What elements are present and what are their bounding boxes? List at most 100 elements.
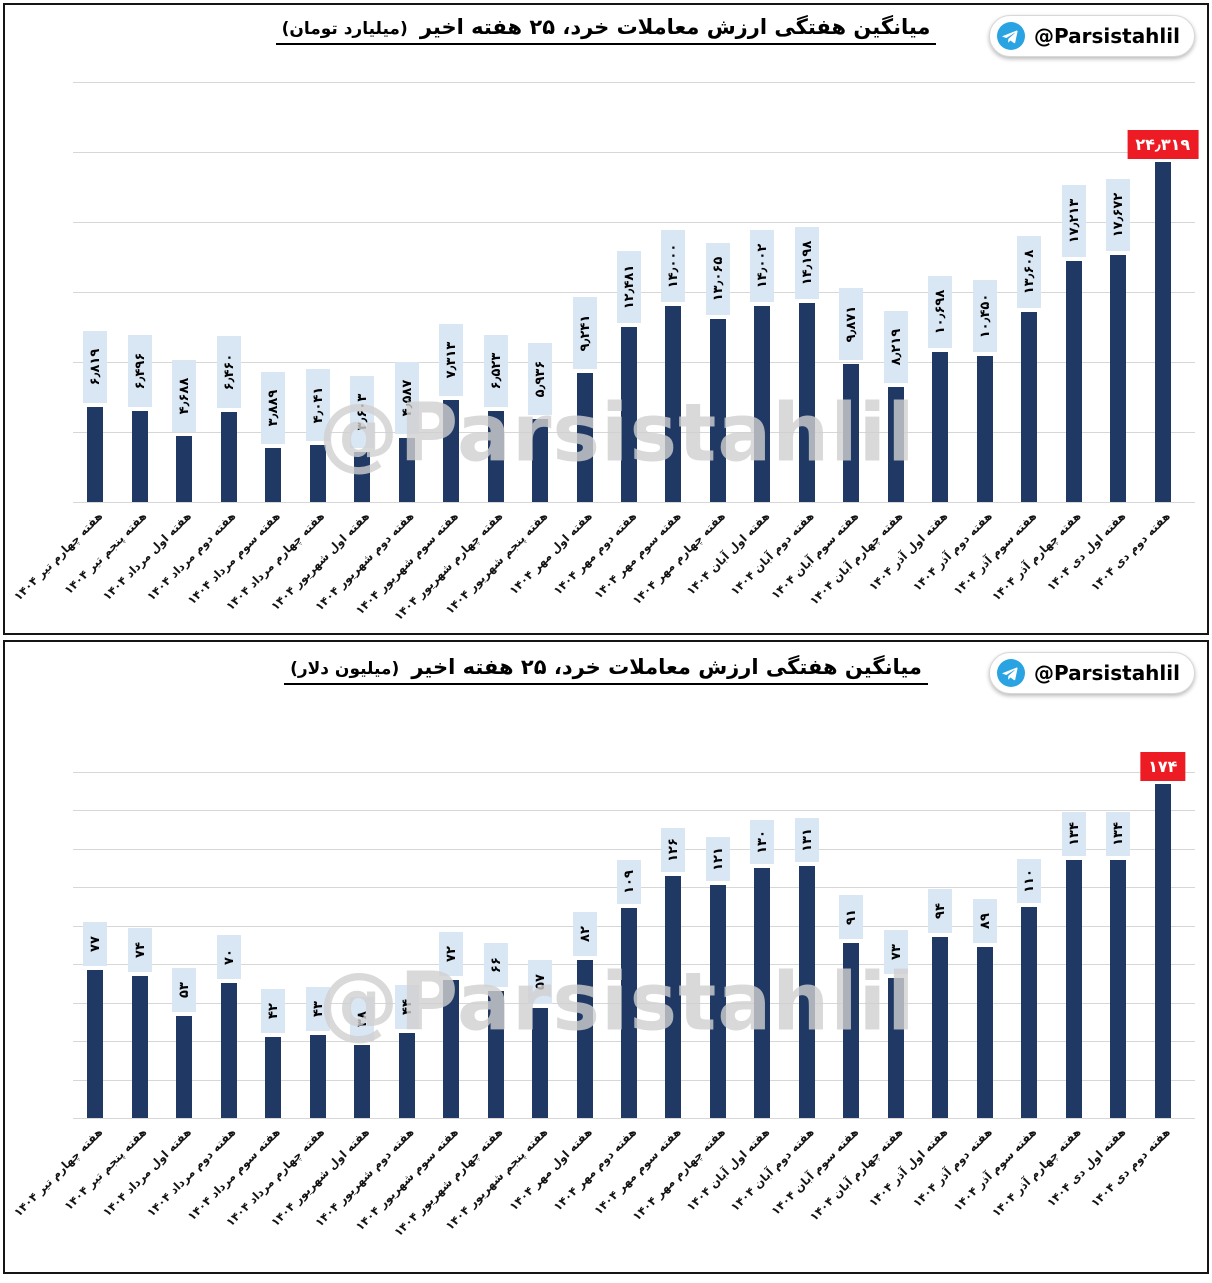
telegram-badge: @Parsistahlil xyxy=(988,15,1195,57)
bar-column: ۷۲ هفته سوم شهریور ۱۴۰۴ xyxy=(353,772,473,1233)
bar xyxy=(398,437,415,502)
bar xyxy=(176,436,193,502)
chart-title-text: میانگین هفتگی ارزش معاملات خرد، ۲۵ هفته … xyxy=(419,15,931,39)
bar xyxy=(220,411,237,502)
x-axis-label: هفته پنجم تیر ۱۴۰۴ xyxy=(61,509,150,598)
bar-column: ۱۲۶ هفته سوم مهر ۱۴۰۴ xyxy=(591,772,695,1218)
value-label: ۴٫۶۸۸ xyxy=(172,360,197,433)
x-axis-label: هفته اول آبان ۱۴۰۴ xyxy=(683,1125,773,1214)
x-axis-label: هفته پنجم تیر ۱۴۰۴ xyxy=(61,1125,150,1214)
telegram-badge: @Parsistahlil xyxy=(988,652,1195,694)
bar-column: ۷۷ هفته چهارم تیر ۱۴۰۴ xyxy=(11,772,117,1219)
bar-column: ۶۶ هفته چهارم شهریور ۱۴۰۴ xyxy=(391,772,517,1239)
gridline xyxy=(73,848,1195,850)
value-label: ۶٫۴۹۶ xyxy=(127,335,152,408)
bar xyxy=(576,960,593,1118)
x-axis-label: هفته سوم آذر ۱۴۰۴ xyxy=(950,1125,1040,1214)
bar-column: ۶٫۵۲۳ هفته چهارم شهریور ۱۴۰۴ xyxy=(391,82,517,623)
bar-column: ۸٫۲۱۹ هفته چهارم آبان ۱۴۰۴ xyxy=(807,82,918,608)
bar xyxy=(665,875,682,1118)
value-label: ۱۷٫۲۱۳ xyxy=(1061,185,1086,258)
bar xyxy=(131,975,148,1118)
bar xyxy=(1021,906,1038,1118)
chart-title: میانگین هفتگی ارزش معاملات خرد، ۲۵ هفته … xyxy=(5,655,1207,685)
value-label: ۷٫۳۱۳ xyxy=(439,323,464,396)
value-label: ۵۳ xyxy=(172,968,197,1013)
bar xyxy=(754,868,771,1118)
value-label: ۶٫۵۲۳ xyxy=(483,334,508,407)
gridline xyxy=(73,772,1195,773)
bar-column: ۱۳۰ هفته اول آبان ۱۴۰۴ xyxy=(684,772,784,1214)
chart-title: میانگین هفتگی ارزش معاملات خرد، ۲۵ هفته … xyxy=(5,15,1207,45)
bar-column: ۱۴٫۰۰۲ هفته اول آبان ۱۴۰۴ xyxy=(684,82,784,598)
bar-column: ۴۲ هفته سوم مرداد ۱۴۰۴ xyxy=(185,772,295,1223)
x-axis-label: هفته اول دی ۱۴۰۴ xyxy=(1043,1125,1129,1210)
value-label: ۸۹ xyxy=(972,898,997,943)
bar-column: ۹۴ هفته اول آذر ۱۴۰۴ xyxy=(866,772,962,1210)
bar xyxy=(176,1016,193,1118)
value-label: ۱۰٫۴۵۰ xyxy=(972,279,997,352)
bar xyxy=(1110,254,1127,502)
value-label: ۳٫۶۰۳ xyxy=(350,375,375,448)
bar-column: ۴٫۶۸۸ هفته اول مرداد ۱۴۰۴ xyxy=(100,82,206,603)
value-label: ۷۰ xyxy=(216,935,241,980)
bar-column: ۷۳ هفته چهارم آبان ۱۴۰۴ xyxy=(807,772,918,1224)
x-axis-label: هفته دوم آبان ۱۴۰۴ xyxy=(727,1125,817,1215)
value-label: ۶۶ xyxy=(483,943,508,988)
bar xyxy=(843,943,860,1118)
x-axis-label: هفته سوم مهر ۱۴۰۴ xyxy=(590,1125,684,1218)
x-axis-label: هفته اول آذر ۱۴۰۴ xyxy=(865,509,951,594)
telegram-handle: @Parsistahlil xyxy=(1033,24,1180,48)
bar-column: ۱۲٫۴۸۱ هفته دوم مهر ۱۴۰۴ xyxy=(550,82,651,598)
x-axis-label: هفته دوم آذر ۱۴۰۴ xyxy=(909,1125,995,1210)
x-axis-label: هفته سوم آذر ۱۴۰۴ xyxy=(950,509,1040,598)
bar-column: ۴۴ هفته دوم شهریور ۱۴۰۴ xyxy=(312,772,428,1229)
bar-column: ۱۴٫۰۰۰ هفته سوم مهر ۱۴۰۴ xyxy=(591,82,695,602)
value-label: ۱۰٫۶۹۸ xyxy=(928,276,953,349)
value-label: ۹۴ xyxy=(928,889,953,934)
x-axis-label: هفته اول آذر ۱۴۰۴ xyxy=(865,1125,951,1210)
bar xyxy=(798,866,815,1118)
bar xyxy=(87,970,104,1118)
bar xyxy=(887,386,904,502)
bar xyxy=(1065,261,1082,502)
value-label: ۳۸ xyxy=(350,996,375,1041)
x-axis-label: هفته دوم آبان ۱۴۰۴ xyxy=(727,509,817,599)
bar-column: ۱۳۱ هفته دوم آبان ۱۴۰۴ xyxy=(728,772,829,1214)
chart-title-unit: (میلیارد تومان) xyxy=(281,19,408,39)
bar-column: ۵۳ هفته اول مرداد ۱۴۰۴ xyxy=(100,772,206,1219)
bar xyxy=(398,1033,415,1118)
value-label: ۱۷٫۶۷۲ xyxy=(1106,178,1131,251)
value-label: ۱۴٫۰۰۰ xyxy=(661,230,686,302)
bar-column: ۱۱۰ هفته سوم آذر ۱۴۰۴ xyxy=(951,772,1051,1214)
bar xyxy=(309,445,326,502)
bar xyxy=(798,303,815,502)
bar xyxy=(1154,783,1171,1118)
bar xyxy=(87,406,104,502)
bar-column: ۱۳۴ هفته چهارم آذر ۱۴۰۴ xyxy=(989,772,1096,1220)
bar xyxy=(887,977,904,1118)
value-label: ۹٫۲۴۱ xyxy=(572,296,597,369)
value-label: ۱۳۱ xyxy=(794,818,819,863)
bar xyxy=(620,327,637,502)
bar xyxy=(532,418,549,502)
bar-column: ۶٫۸۱۹ هفته چهارم تیر ۱۴۰۴ xyxy=(11,82,117,603)
value-label: ۱۲٫۴۸۱ xyxy=(616,251,641,324)
bar xyxy=(265,1037,282,1118)
bar-column: ۷۴ هفته پنجم تیر ۱۴۰۴ xyxy=(62,772,161,1213)
x-axis-label: هفته دوم دی ۱۴۰۴ xyxy=(1087,509,1173,594)
bar-column: ۶٫۴۹۶ هفته پنجم تیر ۱۴۰۴ xyxy=(62,82,161,597)
bar xyxy=(709,319,726,502)
value-label: ۱۳٫۰۶۵ xyxy=(705,243,730,316)
bar-column: ۱۷۴ هفته دوم دی ۱۴۰۴ xyxy=(1088,751,1186,1210)
value-label: ۵۷ xyxy=(528,960,553,1005)
x-axis-label: هفته سوم مهر ۱۴۰۴ xyxy=(590,509,684,602)
bar-column: ۱۳۴ هفته اول دی ۱۴۰۴ xyxy=(1044,772,1140,1210)
bar xyxy=(1154,161,1171,502)
chart-title-unit: (میلیون دلار) xyxy=(290,659,400,679)
bar-column: ۴٫۰۴۱ هفته چهارم مرداد ۱۴۰۴ xyxy=(223,82,339,613)
bar xyxy=(1110,860,1127,1118)
bar-column: ۱۰٫۴۵۰ هفته دوم آذر ۱۴۰۴ xyxy=(910,82,1007,594)
bar-column: ۵۷ هفته پنجم شهریور ۱۴۰۴ xyxy=(442,772,562,1233)
bar-column: ۱۷٫۶۷۲ هفته اول دی ۱۴۰۴ xyxy=(1044,82,1140,594)
